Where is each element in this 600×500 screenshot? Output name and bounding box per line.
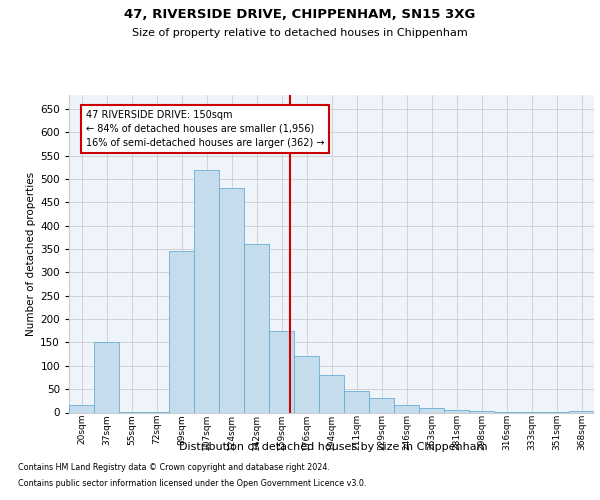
Text: Distribution of detached houses by size in Chippenham: Distribution of detached houses by size … (179, 442, 487, 452)
Bar (569, 411, 594, 412)
Y-axis label: Number of detached properties: Number of detached properties (26, 172, 36, 336)
Bar (444, 410, 469, 412)
Bar (244, 244, 269, 412)
Bar (194, 170, 219, 412)
Bar (294, 356, 319, 412)
Text: 47, RIVERSIDE DRIVE, CHIPPENHAM, SN15 3XG: 47, RIVERSIDE DRIVE, CHIPPENHAM, SN15 3X… (124, 8, 476, 20)
Bar (169, 252, 194, 412)
Bar (69, 406, 94, 412)
Bar (94, 342, 119, 412)
Bar (319, 375, 344, 412)
Bar (219, 188, 244, 412)
Text: Contains public sector information licensed under the Open Government Licence v3: Contains public sector information licen… (18, 478, 367, 488)
Bar (394, 406, 419, 412)
Bar (269, 331, 294, 412)
Text: 47 RIVERSIDE DRIVE: 150sqm
← 84% of detached houses are smaller (1,956)
16% of s: 47 RIVERSIDE DRIVE: 150sqm ← 84% of deta… (86, 110, 325, 148)
Text: Size of property relative to detached houses in Chippenham: Size of property relative to detached ho… (132, 28, 468, 38)
Text: Contains HM Land Registry data © Crown copyright and database right 2024.: Contains HM Land Registry data © Crown c… (18, 464, 330, 472)
Bar (344, 392, 369, 412)
Bar (419, 408, 444, 412)
Bar (469, 411, 494, 412)
Bar (369, 398, 394, 412)
